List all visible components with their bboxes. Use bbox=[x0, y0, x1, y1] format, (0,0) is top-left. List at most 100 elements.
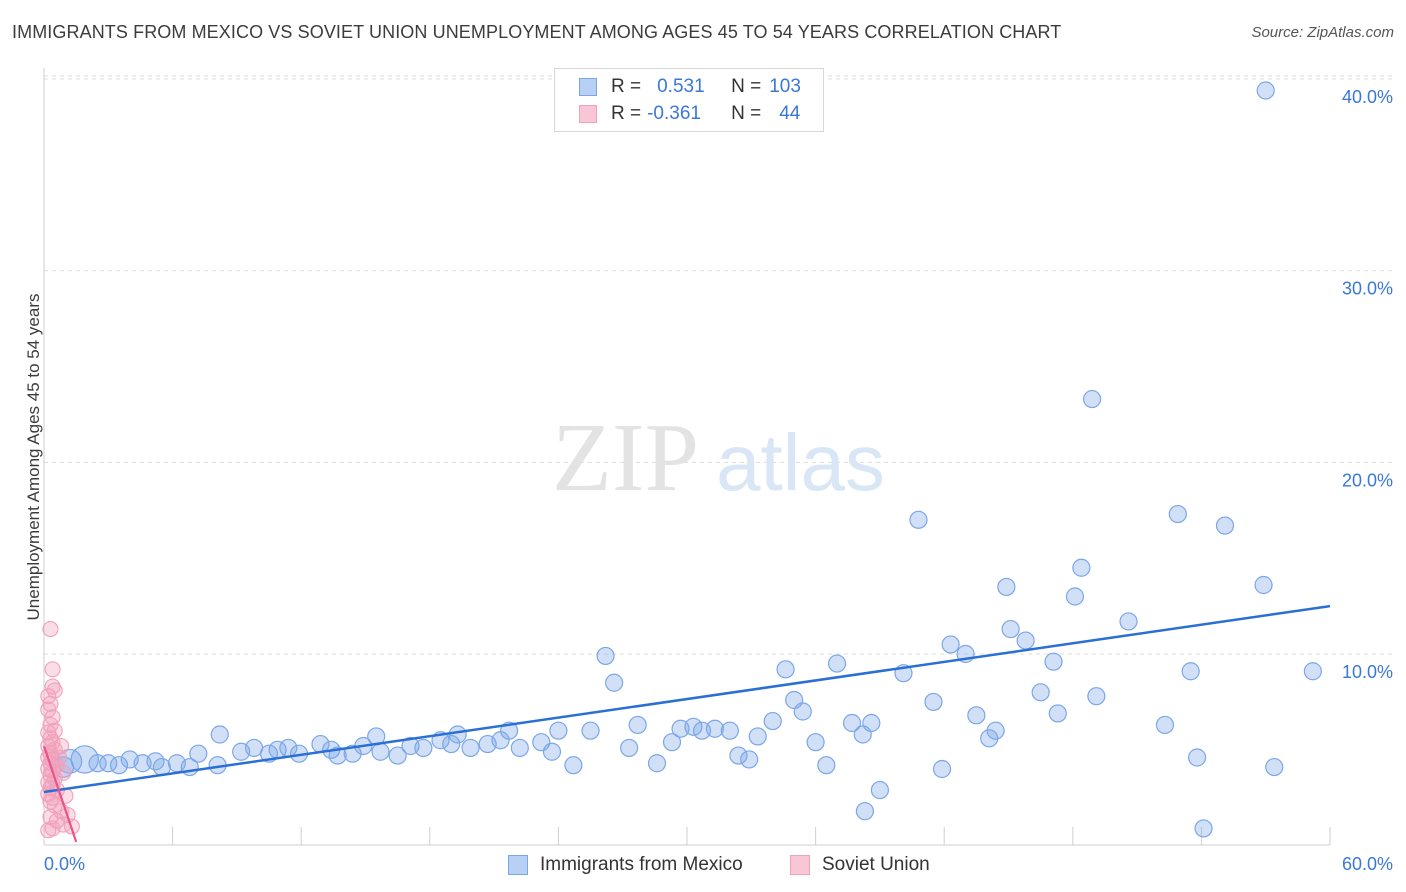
bottom-legend-soviet: Soviet Union bbox=[790, 852, 930, 878]
mexico-point bbox=[549, 721, 568, 740]
legend-n-value-soviet: 44 bbox=[779, 103, 801, 124]
mexico-point bbox=[1188, 748, 1207, 767]
soviet-point bbox=[53, 737, 70, 755]
y-tick-label: 10.0% bbox=[1342, 662, 1393, 682]
mexico-point bbox=[581, 721, 600, 740]
mexico-point bbox=[1031, 683, 1050, 702]
mexico-point bbox=[448, 725, 467, 744]
bottom-legend-mexico: Immigrants from Mexico bbox=[508, 852, 743, 878]
mexico-point bbox=[1181, 662, 1200, 681]
mexico-point bbox=[1215, 516, 1235, 535]
mexico-point bbox=[596, 646, 615, 666]
mexico-point bbox=[620, 738, 639, 758]
mexico-point bbox=[967, 706, 986, 725]
mexico-point bbox=[827, 654, 847, 673]
soviet-point bbox=[40, 701, 57, 718]
mexico-point bbox=[740, 750, 759, 769]
mexico-point bbox=[1001, 619, 1020, 639]
mexico-point bbox=[1256, 81, 1275, 100]
mexico-point bbox=[542, 742, 562, 761]
mexico-point bbox=[817, 756, 836, 775]
mexico-point bbox=[210, 725, 229, 744]
mexico-point bbox=[1254, 575, 1273, 595]
mexico-point bbox=[862, 713, 881, 733]
mexico-point bbox=[628, 715, 647, 735]
soviet-point bbox=[44, 661, 61, 678]
legend-n-label: N = bbox=[731, 76, 762, 97]
soviet-point bbox=[42, 621, 59, 638]
legend-n-label: N = bbox=[731, 103, 762, 124]
correlation-legend: R = 0.531 N = 103 R = -0.361 N = 44 bbox=[554, 68, 824, 132]
mexico-point bbox=[924, 692, 943, 712]
watermark: ZIP atlas bbox=[552, 404, 885, 512]
soviet-point bbox=[55, 764, 72, 781]
mexico-point bbox=[909, 510, 928, 529]
y-tick-label: 40.0% bbox=[1342, 87, 1393, 107]
mexico-point bbox=[1119, 612, 1138, 631]
mexico-point bbox=[705, 719, 724, 738]
mexico-point bbox=[720, 721, 739, 740]
mexico-point bbox=[1082, 389, 1102, 409]
mexico-point bbox=[189, 744, 208, 763]
legend-r-value-soviet: -0.361 bbox=[647, 103, 701, 124]
mexico-point bbox=[662, 733, 682, 752]
legend-r-label: R = bbox=[611, 103, 642, 124]
mexico-point bbox=[842, 713, 862, 733]
watermark-atlas: atlas bbox=[716, 418, 885, 507]
legend-n-value-mexico: 103 bbox=[769, 76, 801, 97]
mexico-point bbox=[564, 756, 583, 775]
mexico-point bbox=[806, 733, 825, 752]
mexico-point bbox=[1155, 715, 1175, 735]
bottom-legend-label-soviet: Soviet Union bbox=[822, 854, 930, 875]
mexico-point bbox=[1072, 558, 1091, 577]
mexico-point bbox=[941, 635, 960, 654]
mexico-point bbox=[371, 742, 390, 761]
mexico-point bbox=[1265, 757, 1284, 777]
soviet-points bbox=[40, 621, 80, 839]
mexico-point bbox=[1194, 819, 1213, 838]
y-axis-label-wrap: Unemployment Among Ages 45 to 54 years bbox=[14, 0, 44, 892]
mexico-point bbox=[88, 754, 107, 773]
gridlines bbox=[44, 75, 1392, 655]
mexico-point bbox=[729, 746, 748, 765]
legend-row-mexico: R = 0.531 N = 103 bbox=[579, 75, 801, 99]
legend-swatch-soviet bbox=[579, 105, 597, 123]
legend-swatch-mexico bbox=[579, 78, 597, 96]
mexico-point bbox=[1044, 652, 1063, 671]
tick-labels: 10.0% 20.0% 30.0% 40.0% 0.0% 60.0% bbox=[44, 87, 1393, 874]
mexico-point bbox=[1303, 662, 1322, 681]
mexico-trend-line bbox=[43, 604, 1331, 794]
mexico-point bbox=[1087, 687, 1106, 706]
chart-title: IMMIGRANTS FROM MEXICO VS SOVIET UNION U… bbox=[12, 22, 1062, 42]
bottom-legend-label-mexico: Immigrants from Mexico bbox=[540, 854, 743, 875]
watermark-zip: ZIP bbox=[552, 404, 699, 512]
mexico-point bbox=[647, 754, 667, 773]
bottom-legend-swatch-mexico bbox=[508, 855, 528, 875]
mexico-point bbox=[684, 717, 703, 736]
legend-r-label: R = bbox=[611, 76, 642, 97]
trend-lines bbox=[42, 604, 1331, 843]
y-axis-label: Unemployment Among Ages 45 to 54 years bbox=[24, 293, 43, 621]
mexico-point bbox=[997, 577, 1016, 597]
bottom-legend-swatch-soviet bbox=[790, 855, 810, 875]
mexico-point bbox=[870, 780, 890, 800]
mexico-point bbox=[109, 756, 129, 775]
mexico-point bbox=[442, 734, 461, 754]
mexico-point bbox=[776, 660, 795, 679]
mexico-point bbox=[1168, 504, 1187, 524]
y-tick-label: 30.0% bbox=[1342, 279, 1393, 299]
mexico-point bbox=[510, 738, 529, 758]
mexico-point bbox=[932, 759, 952, 779]
mexico-point bbox=[461, 738, 480, 758]
mexico-point bbox=[1048, 704, 1067, 723]
x-tick-label-min: 0.0% bbox=[44, 854, 85, 874]
mexico-point bbox=[1065, 587, 1085, 606]
x-tick-label-max: 60.0% bbox=[1342, 854, 1393, 874]
mexico-point bbox=[414, 738, 433, 758]
soviet-point bbox=[40, 822, 57, 839]
mexico-point bbox=[986, 721, 1005, 740]
mexico-point bbox=[793, 702, 812, 721]
mexico-point bbox=[763, 711, 782, 731]
legend-row-soviet: R = -0.361 N = 44 bbox=[579, 102, 800, 126]
